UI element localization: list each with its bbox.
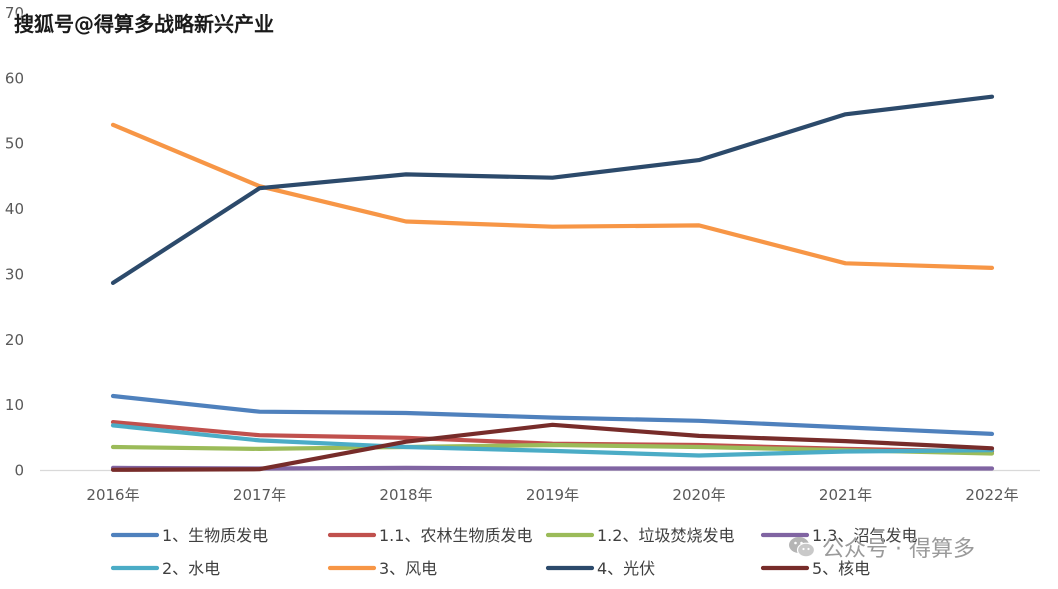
legend-label: 3、风电: [379, 559, 437, 578]
legend-label: 1.3、沼气发电: [812, 526, 917, 545]
x-tick-label: 2016年: [86, 486, 139, 504]
y-tick-label: 30: [5, 265, 24, 283]
y-tick-label: 0: [14, 462, 24, 480]
x-tick-label: 2019年: [526, 486, 579, 504]
series-line-1: [110, 393, 995, 436]
x-tick-label: 2022年: [965, 486, 1018, 504]
x-tick-label: 2018年: [379, 486, 432, 504]
x-axis-ticks: 2016年 2017年 2018年 2019年 2020年 2021年 2022年: [86, 486, 1018, 504]
legend-label: 5、核电: [812, 559, 870, 578]
series-line-8: [110, 422, 995, 472]
watermark-bottom-text: 公众号 · 得算多: [822, 537, 975, 562]
y-tick-label: 50: [5, 135, 24, 153]
y-tick-label: 20: [5, 331, 24, 349]
y-tick-label: 10: [5, 396, 24, 414]
x-tick-label: 2017年: [233, 486, 286, 504]
y-tick-label: 40: [5, 200, 24, 218]
wechat-icon: [789, 537, 816, 558]
legend: 1、生物质发电 1.1、农林生物质发电 1.2、垃圾焚烧发电 1.3、沼气发电 2、水电…: [110, 526, 917, 578]
series-line-5: [110, 423, 995, 458]
legend-label: 1.2、垃圾焚烧发电: [597, 526, 734, 545]
y-tick-label: 60: [5, 69, 24, 87]
y-tick-label: 70: [5, 4, 24, 22]
y-axis-ticks: 0 10 20 30 40 50 60 70: [5, 4, 24, 480]
legend-label: 1.1、农林生物质发电: [379, 526, 532, 545]
watermark-top: 搜狐号@得算多战略新兴产业: [14, 12, 274, 36]
series-lines: [110, 94, 995, 472]
legend-label: 1、生物质发电: [162, 526, 268, 545]
watermark-bottom: 公众号 · 得算多: [788, 531, 975, 563]
legend-label: 4、光伏: [597, 559, 655, 578]
series-line-7: [110, 94, 995, 285]
x-tick-label: 2021年: [819, 486, 872, 504]
x-tick-label: 2020年: [672, 486, 725, 504]
legend-label: 2、水电: [162, 559, 220, 578]
